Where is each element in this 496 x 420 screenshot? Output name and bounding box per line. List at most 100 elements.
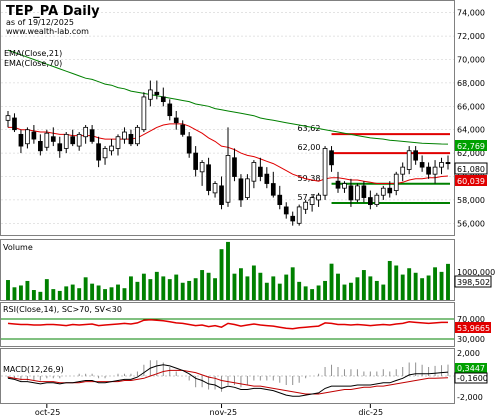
candle-body [232, 157, 237, 177]
volume-bar [355, 277, 360, 300]
candle-body [25, 129, 30, 145]
candle-body [264, 173, 270, 184]
volume-bar [6, 280, 10, 300]
candle-body [329, 150, 334, 166]
volume-bar [381, 284, 386, 300]
macd-lines [1, 360, 454, 397]
candle-body [355, 185, 360, 201]
candle-body [148, 89, 153, 100]
candle-body [439, 162, 444, 168]
volume-badge: 398,502 [454, 275, 492, 288]
volume-bar [446, 263, 450, 300]
volume-bar [420, 278, 425, 300]
candle-body [322, 148, 328, 196]
macd-y-tick-top: 2,000 [457, 349, 480, 358]
macd-y-tick-bottom: -2,000 [457, 393, 483, 402]
candle-body [173, 117, 179, 124]
candle-body [361, 185, 367, 198]
candle-body [38, 140, 43, 152]
candle-body [76, 133, 82, 147]
volume-bar [96, 285, 101, 300]
ema21-badge: 60,039 [455, 175, 487, 186]
candle-body [212, 183, 218, 194]
volume-bar [284, 274, 289, 300]
volume-bar [206, 272, 211, 300]
volume-bar [77, 288, 82, 300]
candle-body [251, 162, 257, 182]
price-y-tick: 56,000 [457, 219, 485, 228]
candle-body [277, 194, 283, 205]
volume-bar [374, 280, 379, 300]
volume-bar [38, 291, 43, 300]
candle-body [432, 166, 438, 175]
svg-text:-0,1600: -0,1600 [457, 374, 488, 383]
price-y-tick: 72,000 [457, 32, 485, 41]
candle-body [199, 162, 205, 173]
price-y-tick: 62,000 [457, 149, 485, 158]
volume-bar [264, 282, 269, 300]
price-y-tick: 74,000 [457, 9, 485, 18]
rsi-label: RSI(Close,14), SC>70, SV<30 [3, 305, 122, 314]
volume-bar [51, 289, 56, 300]
level-label: 63,62 [298, 124, 321, 133]
volume-bar [426, 275, 431, 300]
candle-body [387, 187, 393, 194]
volume-bar [83, 277, 88, 300]
macd-path [7, 364, 449, 397]
volume-bar [64, 286, 69, 300]
candle-body [89, 129, 95, 142]
candle-body [258, 166, 263, 177]
volume-bar [31, 290, 36, 300]
candle-body [393, 173, 399, 191]
candle-body [225, 155, 231, 203]
volume-bar [361, 270, 366, 300]
ema70-path [7, 49, 449, 145]
candle-body [128, 133, 134, 145]
price-y-tick: 64,000 [457, 126, 485, 135]
volume-bar [433, 267, 437, 300]
candle-body [206, 164, 211, 191]
candle-body [296, 206, 302, 224]
volume-bar [368, 276, 373, 300]
volume-bar [25, 280, 30, 300]
macd-label: MACD(12,26,9) [3, 365, 64, 374]
volume-bar [154, 271, 159, 300]
volume-bar [44, 279, 49, 300]
volume-bar [161, 276, 166, 300]
ema21-legend: EMA(Close,21) [4, 49, 62, 58]
macd-signal-path [7, 369, 449, 395]
volume-bar [258, 272, 263, 300]
volume-bar [336, 273, 340, 300]
candle-body [270, 183, 276, 196]
volume-bar [148, 279, 153, 300]
candle-body [12, 117, 17, 131]
candle-body [141, 96, 147, 131]
level-label: 62,00 [298, 143, 321, 152]
candle-body [70, 136, 76, 145]
rsi-path [7, 318, 448, 330]
candle-body [102, 148, 108, 159]
x-axis: oct-25 nov-25 dic-25 [35, 404, 383, 417]
candle-body [115, 136, 121, 149]
svg-text:61,080: 61,080 [457, 165, 485, 174]
candle-body [400, 166, 406, 175]
volume-bar [323, 280, 327, 300]
volume-bar [219, 249, 224, 300]
volume-bar [407, 268, 412, 300]
candle-body [83, 126, 88, 138]
candle-body [135, 126, 140, 145]
candle-body [283, 206, 289, 215]
candle-body [154, 91, 160, 96]
volume-bar [394, 265, 399, 300]
volume-bar [135, 281, 140, 300]
candle-body [342, 183, 347, 189]
volume-bar [187, 280, 192, 300]
volume-bar [413, 272, 418, 300]
svg-text:60,039: 60,039 [457, 177, 485, 186]
volume-bar [290, 267, 295, 300]
volume-bar [400, 274, 405, 300]
volume-y-tick: 1000,000 [457, 268, 495, 277]
candle-body [445, 162, 451, 165]
volume-bar [174, 274, 179, 300]
